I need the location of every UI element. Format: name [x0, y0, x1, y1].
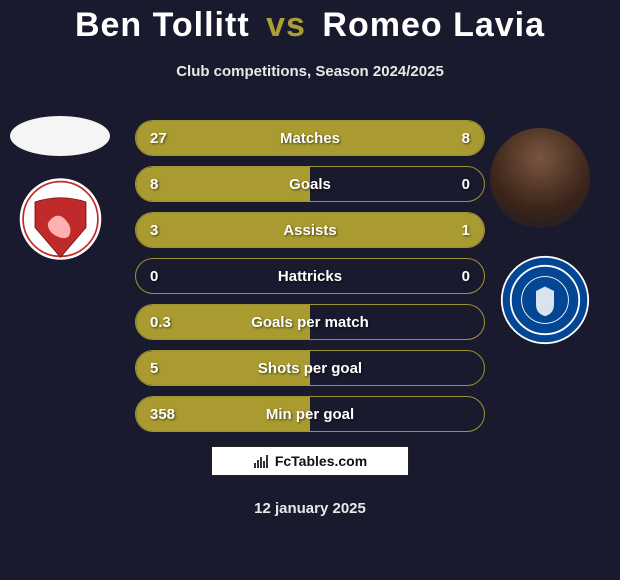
- stat-value-left: 8: [150, 176, 158, 193]
- stat-fill-left: [136, 167, 310, 201]
- stat-value-right: 0: [462, 268, 470, 285]
- stat-row: 0 Hattricks 0: [135, 258, 485, 294]
- stat-label: Shots per goal: [258, 360, 362, 377]
- stat-value-left: 0.3: [150, 314, 171, 331]
- stat-value-left: 5: [150, 360, 158, 377]
- subtitle: Club competitions, Season 2024/2025: [0, 63, 620, 80]
- stat-row: 358 Min per goal: [135, 396, 485, 432]
- stat-value-right: 0: [462, 176, 470, 193]
- stat-value-left: 27: [150, 130, 167, 147]
- player1-avatar: [10, 116, 110, 156]
- stat-label: Hattricks: [278, 268, 342, 285]
- stat-row: 5 Shots per goal: [135, 350, 485, 386]
- stat-row: 3 Assists 1: [135, 212, 485, 248]
- stat-fill-left: [136, 213, 397, 247]
- stat-fill-left: [136, 121, 404, 155]
- site-label: FcTables.com: [275, 453, 367, 469]
- stat-row: 27 Matches 8: [135, 120, 485, 156]
- stat-label: Goals per match: [251, 314, 369, 331]
- stat-value-left: 358: [150, 406, 175, 423]
- stat-row: 0.3 Goals per match: [135, 304, 485, 340]
- stat-fill-right: [404, 121, 484, 155]
- stat-value-right: 8: [462, 130, 470, 147]
- player1-name: Ben Tollitt: [75, 6, 250, 44]
- date-label: 12 january 2025: [0, 500, 620, 517]
- stat-fill-right: [397, 213, 484, 247]
- player2-name: Romeo Lavia: [322, 6, 545, 44]
- stat-value-left: 0: [150, 268, 158, 285]
- player1-club-badge: [18, 175, 103, 263]
- stat-row: 8 Goals 0: [135, 166, 485, 202]
- vs-label: vs: [266, 6, 306, 44]
- stat-value-right: 1: [462, 222, 470, 239]
- stats-panel: 27 Matches 8 8 Goals 0 3 Assists 1 0 Hattricks 0 0.3…: [135, 120, 485, 442]
- stat-label: Min per goal: [266, 406, 354, 423]
- stat-value-left: 3: [150, 222, 158, 239]
- stat-label: Matches: [280, 130, 340, 147]
- player2-club-badge: [500, 255, 590, 345]
- site-attribution: FcTables.com: [211, 446, 409, 476]
- player2-avatar: [490, 128, 590, 228]
- site-logo-icon: [253, 453, 269, 469]
- comparison-title: Ben Tollitt vs Romeo Lavia: [0, 0, 620, 45]
- stat-label: Goals: [289, 176, 331, 193]
- stat-label: Assists: [283, 222, 336, 239]
